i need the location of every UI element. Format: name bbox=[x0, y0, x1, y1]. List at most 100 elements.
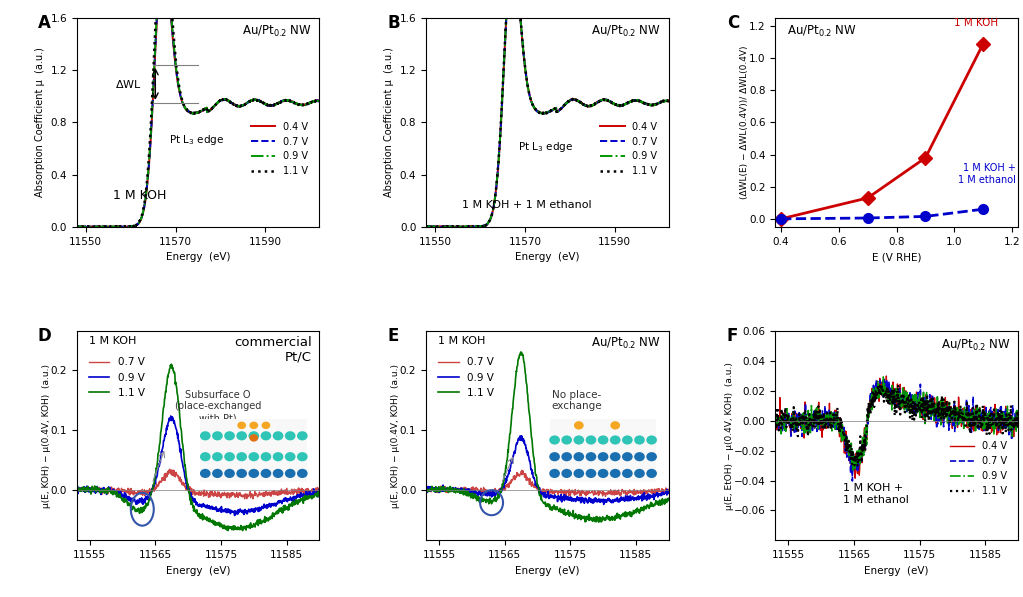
0.9 V bbox=[290, 495, 302, 502]
Text: 1 M KOH: 1 M KOH bbox=[438, 336, 486, 346]
FancyBboxPatch shape bbox=[549, 419, 657, 482]
1.1 V bbox=[592, 518, 605, 525]
Line: 0.7 V: 0.7 V bbox=[426, 470, 669, 496]
X-axis label: E (V RHE): E (V RHE) bbox=[872, 252, 922, 262]
Text: 1 M KOH + 1 M ethanol: 1 M KOH + 1 M ethanol bbox=[462, 200, 592, 210]
Circle shape bbox=[622, 469, 632, 478]
0.9 V bbox=[579, 497, 591, 504]
Circle shape bbox=[574, 469, 584, 478]
Text: Subsurface O
(place-exchanged
with Pt): Subsurface O (place-exchanged with Pt) bbox=[174, 390, 261, 423]
Legend: 0.7 V, 0.9 V, 1.1 V: 0.7 V, 0.9 V, 1.1 V bbox=[84, 353, 149, 402]
1.1 V bbox=[260, 517, 272, 524]
Circle shape bbox=[236, 452, 247, 461]
0.7 V bbox=[488, 488, 500, 496]
0.7 V bbox=[496, 485, 508, 492]
Text: B: B bbox=[388, 14, 400, 32]
Circle shape bbox=[585, 452, 596, 461]
0.9 V bbox=[639, 494, 652, 501]
Circle shape bbox=[634, 452, 644, 461]
Circle shape bbox=[297, 452, 308, 461]
Circle shape bbox=[574, 421, 584, 429]
Circle shape bbox=[199, 469, 211, 478]
Circle shape bbox=[622, 435, 632, 445]
Circle shape bbox=[199, 452, 211, 461]
1.1 V bbox=[166, 361, 178, 368]
Circle shape bbox=[224, 431, 235, 441]
X-axis label: Energy  (eV): Energy (eV) bbox=[515, 252, 580, 262]
0.9 V bbox=[147, 483, 160, 490]
Circle shape bbox=[250, 434, 258, 442]
0.7 V bbox=[579, 488, 591, 496]
0.7 V bbox=[599, 493, 612, 500]
1.1 V bbox=[71, 485, 83, 493]
0.9 V bbox=[488, 490, 500, 497]
0.7 V bbox=[230, 493, 242, 500]
Line: 1.1 V: 1.1 V bbox=[77, 364, 319, 531]
Y-axis label: Absorption Coefficient μ  (a.u.): Absorption Coefficient μ (a.u.) bbox=[384, 47, 394, 198]
Circle shape bbox=[562, 435, 572, 445]
1.1 V bbox=[236, 527, 249, 534]
0.9 V bbox=[165, 413, 177, 420]
0.7 V bbox=[516, 467, 528, 474]
0.7 V bbox=[639, 490, 652, 497]
1.1 V bbox=[488, 495, 500, 502]
Text: F: F bbox=[726, 327, 739, 345]
1.1 V bbox=[290, 500, 302, 507]
1.1 V bbox=[515, 349, 527, 356]
Circle shape bbox=[585, 435, 596, 445]
Circle shape bbox=[249, 452, 259, 461]
1.1 V bbox=[579, 513, 591, 521]
Text: commercial
Pt/C: commercial Pt/C bbox=[234, 336, 312, 364]
Circle shape bbox=[585, 469, 596, 478]
Circle shape bbox=[610, 435, 621, 445]
0.9 V bbox=[597, 501, 610, 508]
Text: 1 M KOH: 1 M KOH bbox=[954, 18, 998, 28]
0.7 V bbox=[139, 488, 151, 495]
FancyBboxPatch shape bbox=[201, 419, 307, 482]
0.7 V bbox=[71, 488, 83, 495]
Y-axis label: μ(E, KOH) − μ(0.4V, KOH)  (a.u.): μ(E, KOH) − μ(0.4V, KOH) (a.u.) bbox=[42, 364, 50, 508]
0.9 V bbox=[260, 501, 272, 509]
0.9 V bbox=[419, 488, 432, 495]
X-axis label: Energy  (eV): Energy (eV) bbox=[515, 565, 580, 576]
Circle shape bbox=[261, 469, 271, 478]
0.7 V bbox=[260, 488, 272, 496]
Text: Au/Pt$_{0.2}$ NW: Au/Pt$_{0.2}$ NW bbox=[591, 336, 661, 350]
Circle shape bbox=[647, 435, 657, 445]
Legend: 0.4 V, 0.7 V, 0.9 V, 1.1 V: 0.4 V, 0.7 V, 0.9 V, 1.1 V bbox=[945, 438, 1011, 500]
1.1 V bbox=[313, 491, 325, 498]
Y-axis label: Absorption Coefficient μ  (a.u.): Absorption Coefficient μ (a.u.) bbox=[35, 47, 45, 198]
Text: Au/Pt$_{0.2}$ NW: Au/Pt$_{0.2}$ NW bbox=[242, 24, 312, 39]
Text: Pt L$_3$ edge: Pt L$_3$ edge bbox=[519, 140, 573, 154]
Circle shape bbox=[634, 469, 644, 478]
0.9 V bbox=[496, 484, 508, 491]
X-axis label: Energy  (eV): Energy (eV) bbox=[166, 565, 230, 576]
1.1 V bbox=[419, 487, 432, 494]
Circle shape bbox=[647, 469, 657, 478]
Circle shape bbox=[284, 431, 296, 441]
Circle shape bbox=[610, 452, 621, 461]
0.9 V bbox=[228, 512, 240, 519]
1.1 V bbox=[147, 481, 160, 488]
0.7 V bbox=[290, 487, 302, 494]
Circle shape bbox=[634, 435, 644, 445]
Circle shape bbox=[212, 431, 223, 441]
Circle shape bbox=[261, 431, 271, 441]
Line: 0.9 V: 0.9 V bbox=[77, 416, 319, 515]
0.9 V bbox=[479, 489, 491, 496]
Text: $\Delta$WL: $\Delta$WL bbox=[116, 78, 142, 90]
Circle shape bbox=[273, 452, 283, 461]
1.1 V bbox=[663, 495, 675, 502]
Circle shape bbox=[574, 435, 584, 445]
Text: A: A bbox=[38, 14, 51, 32]
0.7 V bbox=[164, 466, 176, 473]
0.7 V bbox=[130, 490, 142, 497]
Circle shape bbox=[597, 452, 609, 461]
Circle shape bbox=[236, 469, 247, 478]
Circle shape bbox=[273, 469, 283, 478]
Circle shape bbox=[297, 469, 308, 478]
Circle shape bbox=[622, 452, 632, 461]
0.7 V bbox=[479, 488, 491, 495]
0.9 V bbox=[663, 489, 675, 496]
X-axis label: Energy  (eV): Energy (eV) bbox=[166, 252, 230, 262]
